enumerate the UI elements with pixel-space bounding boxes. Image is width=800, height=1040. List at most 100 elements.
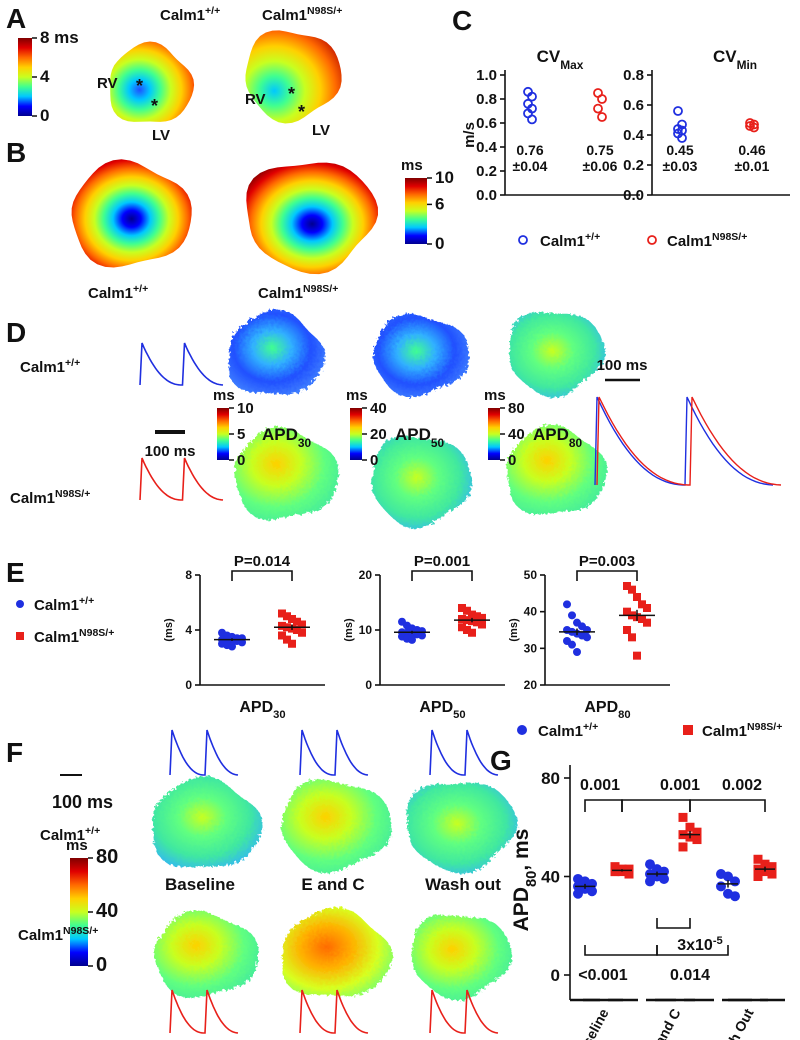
plot-title: CVMin bbox=[713, 47, 757, 72]
data-point bbox=[678, 812, 688, 822]
x-axis-label: APD30 bbox=[239, 699, 285, 721]
data-point bbox=[283, 612, 291, 621]
data-point bbox=[527, 114, 537, 125]
summary-value: ±0.01 bbox=[735, 158, 770, 174]
y-tick-label: 0.2 bbox=[623, 157, 644, 174]
p-value: P=0.014 bbox=[234, 553, 291, 570]
action-potential-trace bbox=[139, 342, 224, 386]
genotype-label-part: Calm1 bbox=[160, 7, 205, 24]
genotype-label-part: +/+ bbox=[133, 283, 148, 295]
significance-bracket bbox=[411, 570, 473, 581]
color-bar-unit: ms bbox=[213, 387, 235, 404]
data-point bbox=[730, 876, 740, 887]
color-bar-tick-label: 10 bbox=[237, 400, 254, 417]
heart-map bbox=[506, 424, 608, 515]
category-label: E and C bbox=[645, 1006, 684, 1040]
y-tick-label: 10 bbox=[359, 623, 373, 637]
color-bar bbox=[350, 408, 362, 460]
data-point bbox=[463, 626, 471, 634]
heart-map bbox=[373, 313, 469, 398]
p-value-part: <0.001 bbox=[578, 967, 627, 984]
chamber-label: LV bbox=[312, 122, 330, 139]
heart-map bbox=[281, 779, 392, 874]
y-tick-label: 0 bbox=[185, 678, 192, 692]
y-tick-label: 0.2 bbox=[476, 163, 497, 180]
p-value-part: 0.002 bbox=[722, 777, 762, 794]
genotype-label-part: Calm1 bbox=[34, 597, 79, 614]
data-point bbox=[767, 862, 777, 872]
color-bar-tick-label: 8 ms bbox=[40, 28, 79, 47]
data-point bbox=[716, 881, 726, 892]
data-point bbox=[527, 91, 537, 102]
data-point bbox=[692, 827, 702, 837]
action-potential-trace bbox=[594, 396, 774, 486]
y-tick-label: 4 bbox=[185, 623, 192, 637]
data-point bbox=[730, 891, 740, 902]
summary-value: 0.45 bbox=[666, 142, 693, 158]
genotype-label: Calm1+/+ bbox=[88, 283, 148, 302]
scale-bar-label: 100 ms bbox=[597, 357, 648, 374]
genotype-label: Calm1+/+ bbox=[538, 721, 598, 740]
legend-marker bbox=[16, 600, 24, 608]
data-point bbox=[610, 867, 620, 877]
panel-label: E bbox=[6, 557, 25, 588]
data-point bbox=[278, 631, 286, 640]
data-point bbox=[767, 869, 777, 879]
data-point bbox=[645, 876, 655, 887]
x-axis-label: APD50 bbox=[419, 699, 465, 721]
stim-marker: * bbox=[288, 84, 295, 104]
heart-map bbox=[154, 910, 259, 998]
heart-map bbox=[245, 30, 342, 124]
plot-title-part: Max bbox=[560, 58, 584, 72]
data-point bbox=[753, 854, 763, 864]
p-value: 3x10-5 bbox=[677, 935, 723, 954]
color-bar-tick-label: 4 bbox=[40, 67, 50, 86]
panel-label: G bbox=[490, 745, 512, 776]
x-axis-label-part: APD bbox=[419, 699, 453, 716]
color-bar-tick-label: 20 bbox=[370, 426, 387, 443]
genotype-label: Calm1N98S/+ bbox=[702, 721, 782, 740]
action-potential-trace bbox=[596, 396, 782, 486]
color-bar-tick-label: 0 bbox=[508, 452, 516, 469]
genotype-label-part: Calm1 bbox=[262, 7, 307, 24]
y-tick-label: 0.6 bbox=[623, 97, 644, 114]
heart-map bbox=[152, 776, 263, 868]
data-point bbox=[468, 610, 476, 619]
data-point bbox=[283, 635, 291, 644]
significance-bracket bbox=[621, 799, 691, 812]
panel-label: F bbox=[6, 737, 23, 768]
data-point bbox=[623, 607, 631, 616]
y-tick-label: 40 bbox=[524, 605, 538, 619]
map-label-part: 50 bbox=[431, 436, 445, 450]
legend-marker bbox=[517, 725, 527, 735]
data-point bbox=[677, 133, 687, 143]
action-potential-trace bbox=[169, 989, 239, 1034]
data-point bbox=[610, 862, 620, 872]
data-point bbox=[659, 873, 669, 884]
action-potential-trace bbox=[429, 989, 499, 1034]
data-point bbox=[563, 600, 571, 609]
genotype-label: Calm1N98S/+ bbox=[34, 627, 114, 646]
y-tick-label: 20 bbox=[359, 568, 373, 582]
significance-bracket bbox=[576, 570, 638, 581]
color-bar-unit: ms bbox=[484, 387, 506, 404]
significance-bracket bbox=[656, 918, 691, 929]
genotype-label-part: N98S/+ bbox=[79, 627, 114, 639]
category-label: Baseline bbox=[570, 1006, 611, 1040]
legend-marker bbox=[683, 725, 693, 735]
color-bar bbox=[18, 38, 32, 116]
genotype-label: Calm1+/+ bbox=[540, 231, 600, 250]
data-point bbox=[568, 640, 576, 649]
data-point bbox=[633, 651, 641, 660]
genotype-label: Calm1N98S/+ bbox=[258, 283, 338, 302]
genotype-label-part: +/+ bbox=[85, 825, 100, 837]
data-point bbox=[624, 864, 634, 874]
data-point bbox=[463, 606, 471, 615]
data-point bbox=[288, 639, 296, 648]
y-tick-label: 0.0 bbox=[623, 187, 644, 204]
heart-map bbox=[371, 436, 472, 529]
summary-value: ±0.04 bbox=[513, 158, 548, 174]
p-value-part: -5 bbox=[713, 935, 723, 947]
data-point bbox=[293, 617, 301, 626]
genotype-label-part: Calm1 bbox=[18, 927, 63, 944]
